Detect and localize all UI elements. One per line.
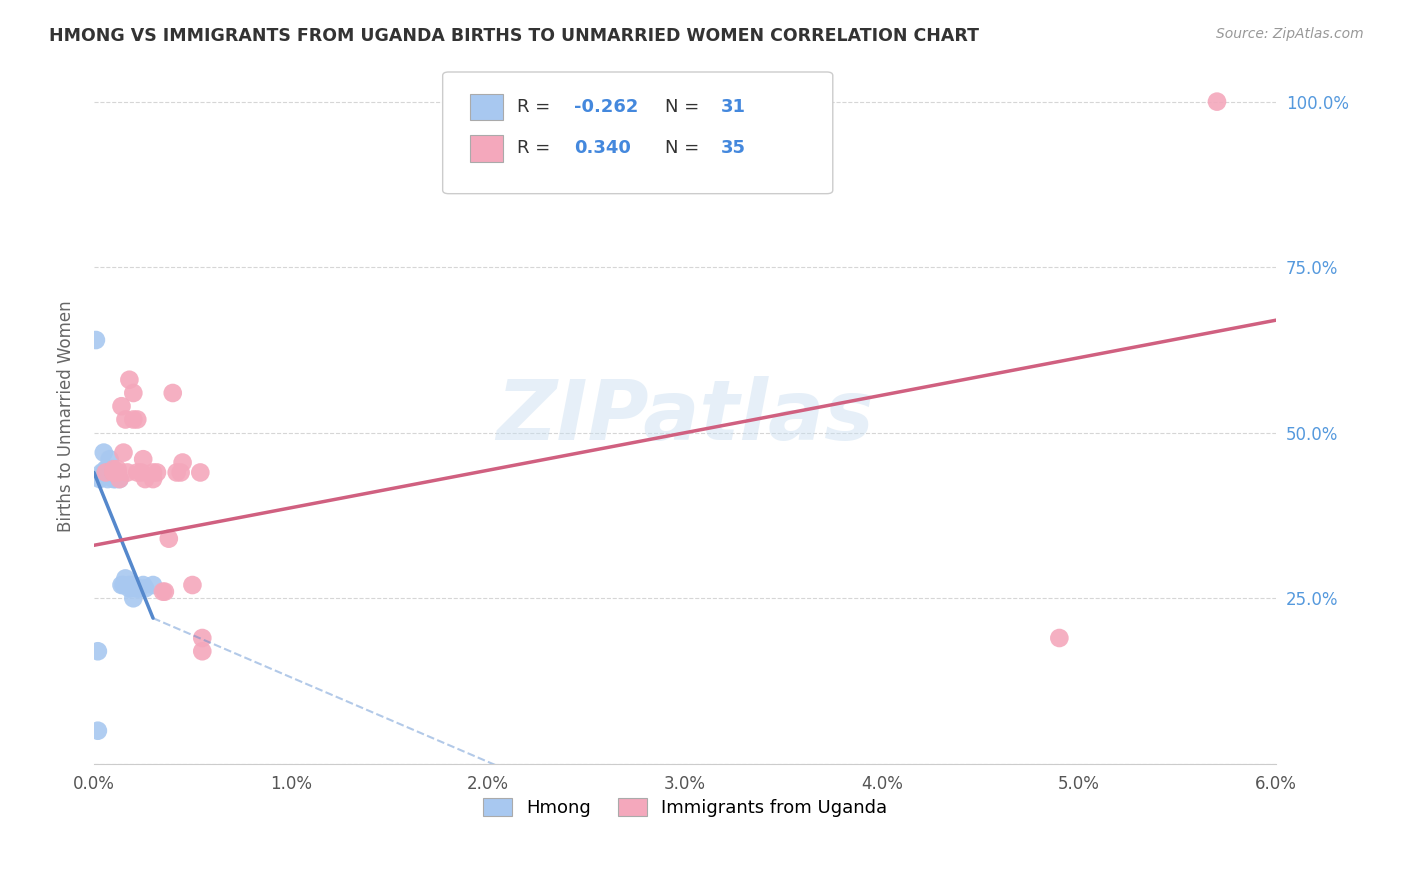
Point [103, 462, 125, 476]
Point [104, 472, 127, 486]
Point [122, 591, 145, 606]
Point [162, 386, 184, 401]
Point [118, 373, 141, 387]
Text: R =: R = [517, 98, 557, 116]
Legend: Hmong, Immigrants from Uganda: Hmong, Immigrants from Uganda [475, 790, 894, 824]
Point [98, 462, 121, 476]
Point [132, 452, 155, 467]
Text: N =: N = [665, 139, 704, 158]
Point [103, 466, 125, 480]
Point [112, 445, 135, 459]
Point [128, 582, 150, 596]
Point [1047, 631, 1070, 645]
Text: HMONG VS IMMIGRANTS FROM UGANDA BIRTHS TO UNMARRIED WOMEN CORRELATION CHART: HMONG VS IMMIGRANTS FROM UGANDA BIRTHS T… [49, 27, 979, 45]
Point [134, 582, 156, 596]
Point [181, 578, 204, 592]
Bar [470, 94, 503, 120]
Point [107, 466, 129, 480]
Point [132, 578, 155, 592]
Y-axis label: Births to Unmarried Women: Births to Unmarried Women [58, 301, 75, 532]
Point [112, 578, 135, 592]
Point [84, 333, 107, 347]
Point [166, 466, 188, 480]
Point [103, 468, 125, 483]
Point [129, 466, 152, 480]
Point [146, 466, 169, 480]
Text: 0.340: 0.340 [574, 139, 631, 158]
Point [118, 582, 141, 596]
Point [191, 631, 214, 645]
Point [94, 462, 117, 476]
Point [153, 584, 176, 599]
Point [93, 445, 115, 459]
Point [103, 466, 125, 480]
Point [169, 466, 191, 480]
Point [122, 412, 145, 426]
Point [118, 578, 141, 592]
Point [107, 466, 129, 480]
Text: ZIPatlas: ZIPatlas [496, 376, 875, 457]
Point [114, 571, 136, 585]
Point [114, 412, 136, 426]
Point [89, 472, 111, 486]
Point [188, 466, 211, 480]
Point [122, 386, 145, 401]
Point [87, 644, 110, 658]
FancyBboxPatch shape [443, 72, 832, 194]
Bar [470, 136, 503, 161]
Point [94, 466, 117, 480]
Point [142, 578, 165, 592]
Text: R =: R = [517, 139, 562, 158]
Point [97, 472, 120, 486]
Point [98, 452, 121, 467]
Text: -0.262: -0.262 [574, 98, 638, 116]
Point [152, 584, 174, 599]
Point [93, 466, 115, 480]
Point [127, 466, 149, 480]
Point [1206, 95, 1229, 109]
Point [142, 472, 165, 486]
Text: 35: 35 [720, 139, 745, 158]
Point [107, 462, 129, 476]
Point [117, 466, 139, 480]
Text: N =: N = [665, 98, 704, 116]
Point [108, 472, 131, 486]
Point [97, 462, 120, 476]
Point [90, 466, 112, 480]
Text: 31: 31 [720, 98, 745, 116]
Point [103, 472, 125, 486]
Point [127, 582, 149, 596]
Point [157, 532, 180, 546]
Point [110, 399, 132, 413]
Point [191, 644, 214, 658]
Point [103, 466, 125, 480]
Point [108, 472, 131, 486]
Point [100, 466, 122, 480]
Point [134, 472, 156, 486]
Point [172, 456, 194, 470]
Point [122, 578, 145, 592]
Text: Source: ZipAtlas.com: Source: ZipAtlas.com [1216, 27, 1364, 41]
Point [87, 723, 110, 738]
Point [142, 466, 165, 480]
Point [110, 578, 132, 592]
Point [127, 412, 149, 426]
